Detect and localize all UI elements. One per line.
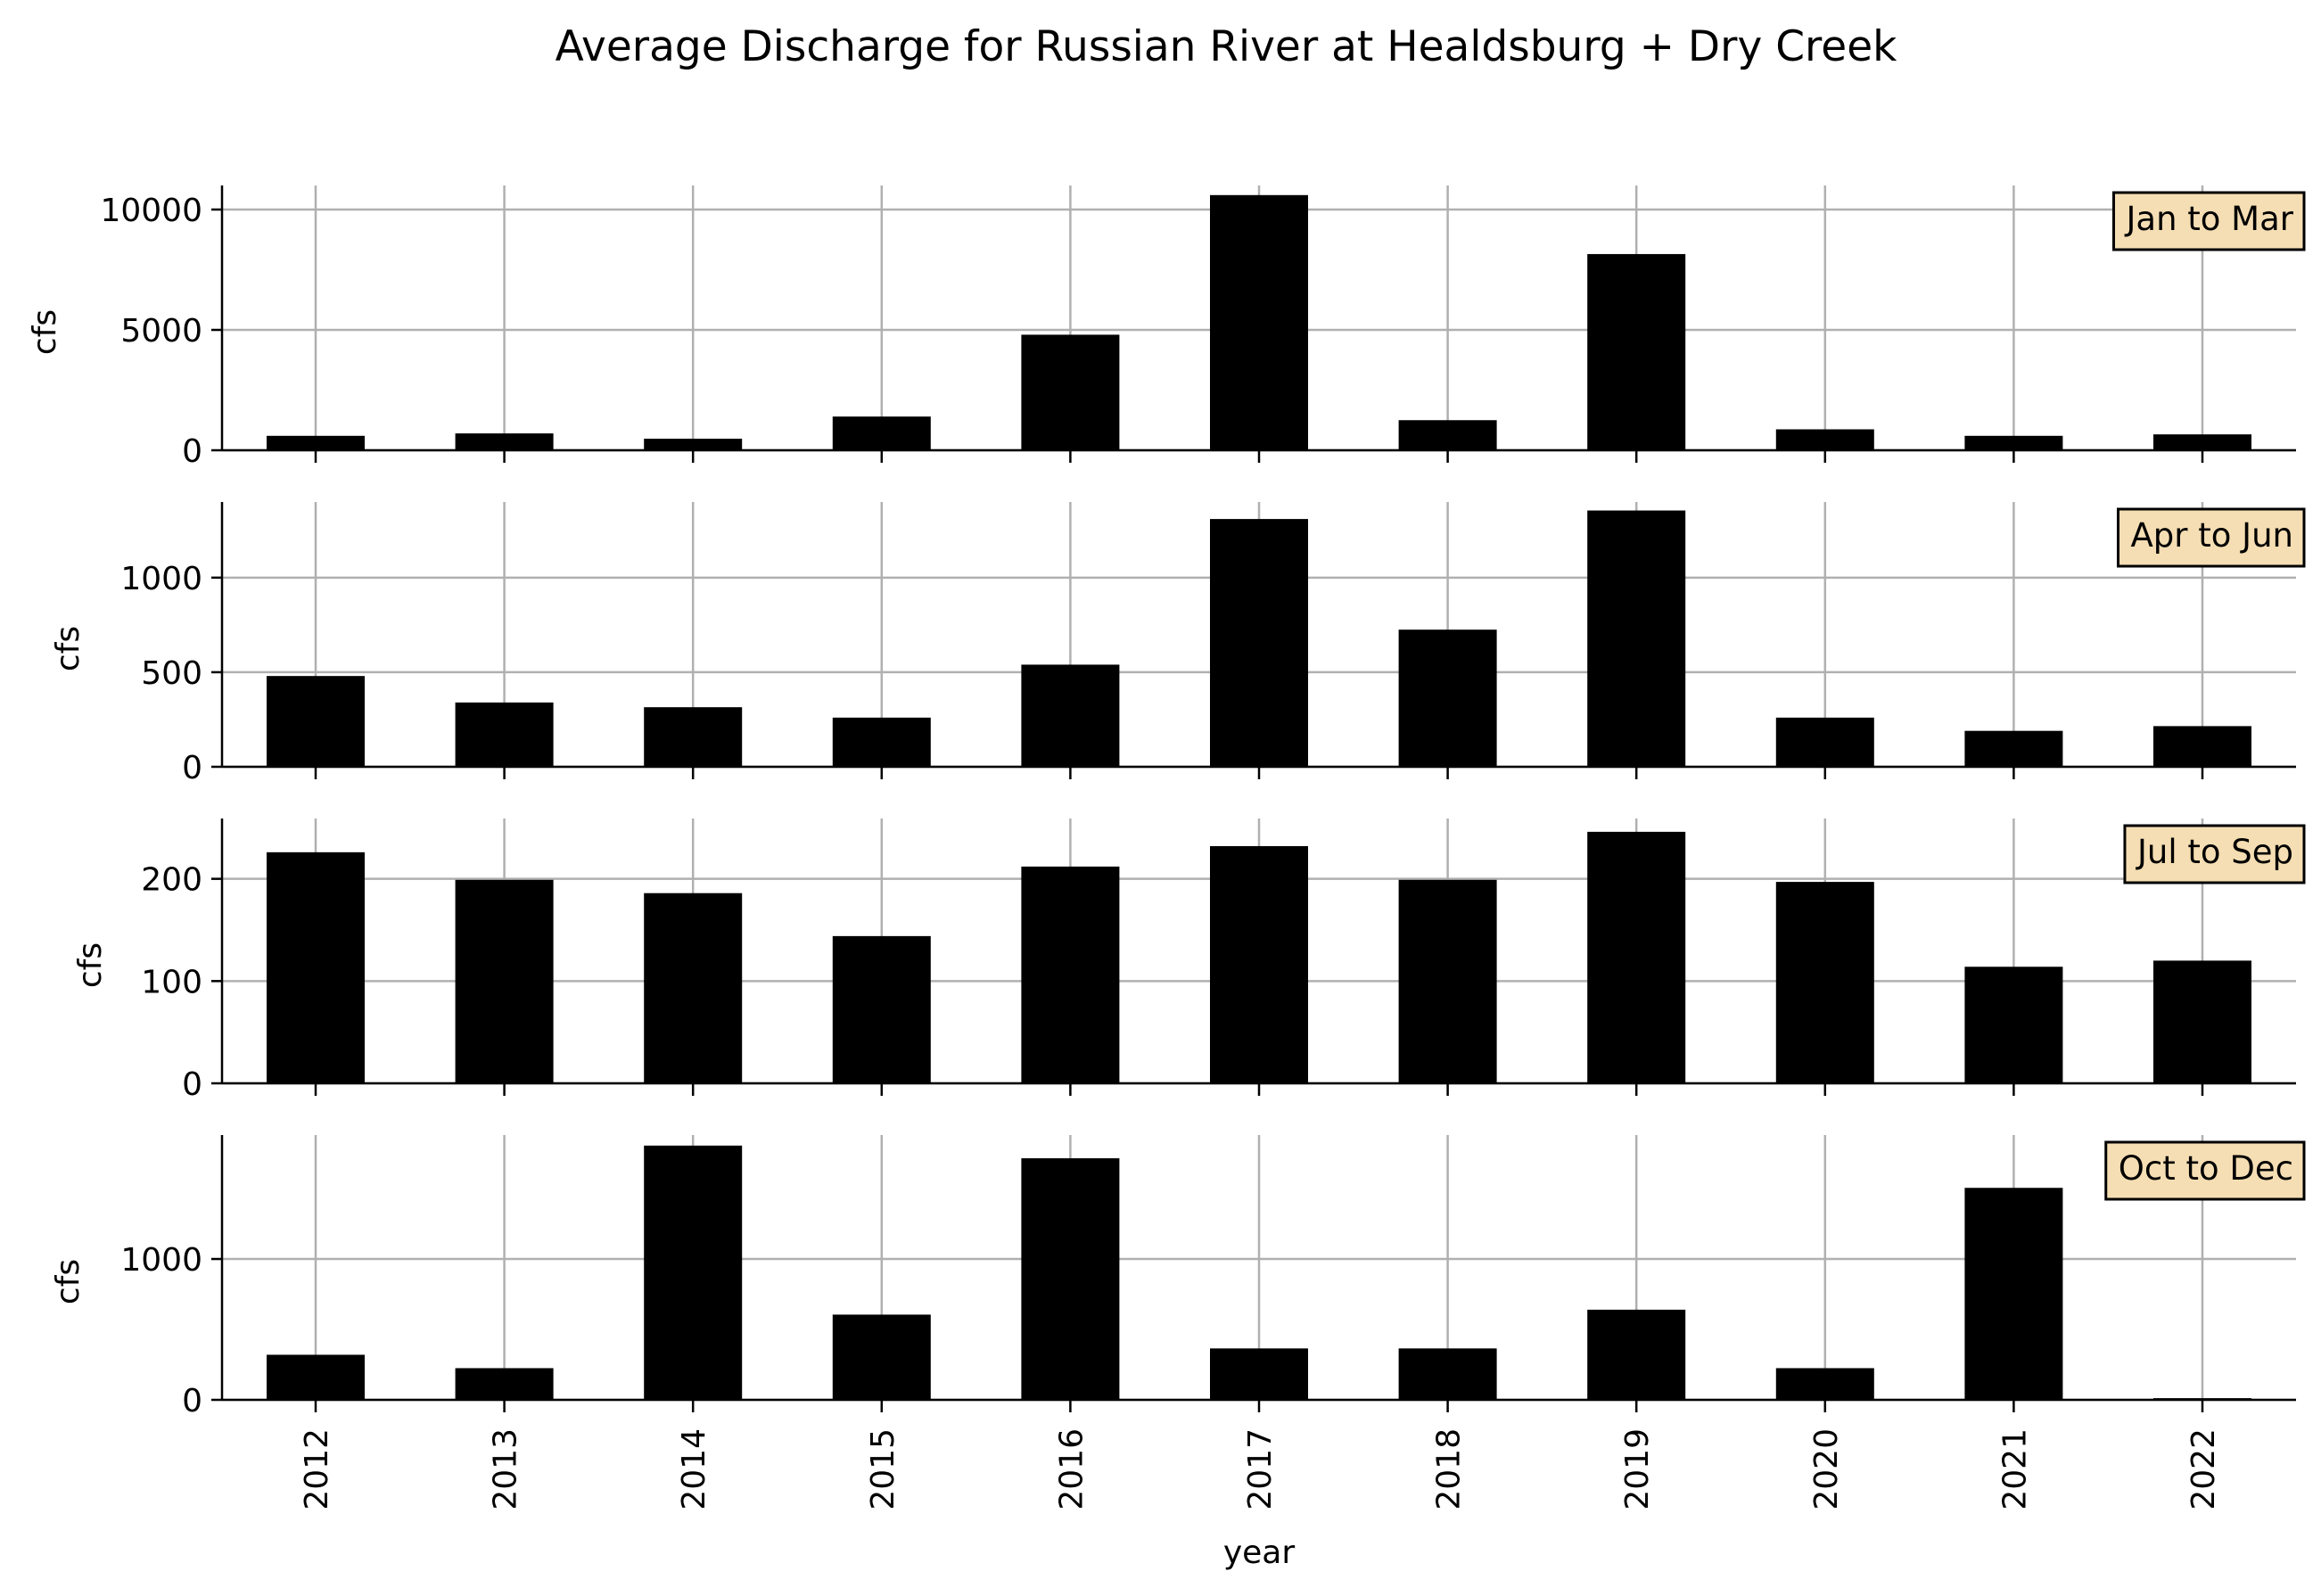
bar-2012 <box>267 851 365 1083</box>
x-tick-label-2022: 2022 <box>2185 1428 2222 1510</box>
bar-2012 <box>267 1354 365 1400</box>
panel-oct-to-dec: 0 1000 cfs Oct to Dec <box>50 1135 2306 1419</box>
bar-2013 <box>455 1368 554 1400</box>
bar-2015 <box>832 416 931 450</box>
bar-2015 <box>832 935 931 1083</box>
y-tick-label: 10000 <box>100 193 202 229</box>
bar-2017 <box>1210 1348 1308 1400</box>
bar-2016 <box>1021 664 1120 767</box>
bar-2013 <box>455 879 554 1083</box>
x-tick-label-2012: 2012 <box>299 1428 335 1510</box>
panel-apr-to-jun: 0 500 1000 cfs Apr to Jun <box>50 502 2306 786</box>
y-tick-label: 100 <box>141 964 202 1000</box>
bar-2022 <box>2153 726 2251 767</box>
bar-2020 <box>1775 1368 1874 1400</box>
bar-2016 <box>1021 866 1120 1083</box>
bar-2014 <box>644 439 743 450</box>
y-axis-label: cfs <box>50 626 86 671</box>
x-tick-label-2017: 2017 <box>1242 1428 1279 1510</box>
bar-2020 <box>1775 882 1874 1083</box>
bar-2021 <box>1964 1188 2063 1400</box>
bar-2021 <box>1964 730 2063 767</box>
panel-label: Jul to Sep <box>2123 824 2306 884</box>
panel-label-box <box>2111 191 2306 251</box>
bar-2019 <box>1587 253 1686 450</box>
bar-2018 <box>1398 629 1497 767</box>
x-tick-label-2016: 2016 <box>1053 1428 1090 1510</box>
x-tick-label-2019: 2019 <box>1619 1428 1656 1510</box>
y-tick-label: 0 <box>182 1066 202 1103</box>
bar-2012 <box>267 435 365 450</box>
y-tick-label: 1000 <box>120 561 202 597</box>
bar-2017 <box>1210 845 1308 1083</box>
bar-2018 <box>1398 420 1497 450</box>
x-tick-label-2018: 2018 <box>1431 1428 1468 1510</box>
bar-2015 <box>832 1314 931 1400</box>
chart-title: Average Discharge for Russian River at H… <box>556 22 1897 71</box>
panel-label: Apr to Jun <box>2117 507 2306 568</box>
panel-jan-to-mar: 0 5000 10000 cfs Jan to Mar <box>27 185 2306 470</box>
y-tick-label: 200 <box>141 862 202 899</box>
bar-2018 <box>1398 1348 1497 1400</box>
bar-2017 <box>1210 519 1308 767</box>
bar-2014 <box>644 893 743 1083</box>
x-axis-label: year <box>1223 1534 1296 1571</box>
y-tick-label: 5000 <box>120 313 202 350</box>
bar-2012 <box>267 676 365 767</box>
x-tick-label-2015: 2015 <box>865 1428 901 1510</box>
x-tick-label-2013: 2013 <box>488 1428 524 1510</box>
bar-2016 <box>1021 334 1120 450</box>
bar-2019 <box>1587 510 1686 767</box>
y-tick-label: 0 <box>182 750 202 786</box>
x-tick-label-2020: 2020 <box>1808 1428 1845 1510</box>
panel-jul-to-sep: 0 100 200 cfs Jul to Sep <box>72 819 2306 1103</box>
bar-2021 <box>1964 967 2063 1083</box>
y-tick-label: 500 <box>141 655 202 692</box>
bar-2019 <box>1587 1309 1686 1400</box>
y-axis-label: cfs <box>72 942 109 988</box>
bar-2014 <box>644 707 743 767</box>
panel-label-box <box>2123 824 2306 884</box>
panel-label-text: Apr to Jun <box>2131 516 2294 555</box>
panel-label-box <box>2117 507 2306 568</box>
bar-2021 <box>1964 435 2063 450</box>
bar-2019 <box>1587 831 1686 1083</box>
x-tick-label-2014: 2014 <box>676 1428 712 1510</box>
bar-2018 <box>1398 879 1497 1083</box>
bar-2022 <box>2153 960 2251 1083</box>
y-axis-label: cfs <box>27 309 63 355</box>
y-tick-label: 1000 <box>120 1242 202 1279</box>
y-tick-label: 0 <box>182 1383 202 1419</box>
bar-2020 <box>1775 717 1874 767</box>
panel-label-text: Oct to Dec <box>2119 1149 2293 1188</box>
panel-label-text: Jan to Mar <box>2124 200 2293 238</box>
y-axis-label: cfs <box>50 1259 86 1304</box>
panel-label: Oct to Dec <box>2104 1140 2306 1201</box>
bar-2013 <box>455 433 554 450</box>
bar-2020 <box>1775 429 1874 450</box>
bar-2013 <box>455 702 554 767</box>
panel-label-box <box>2104 1140 2306 1201</box>
bar-2022 <box>2153 434 2251 450</box>
bar-2014 <box>644 1145 743 1400</box>
x-tick-label-2021: 2021 <box>1996 1428 2033 1510</box>
bar-2016 <box>1021 1158 1120 1400</box>
panel-label-text: Jul to Sep <box>2136 833 2293 871</box>
bar-2017 <box>1210 194 1308 451</box>
y-tick-label: 0 <box>182 433 202 470</box>
panel-label: Jan to Mar <box>2111 191 2306 251</box>
bar-2015 <box>832 717 931 767</box>
